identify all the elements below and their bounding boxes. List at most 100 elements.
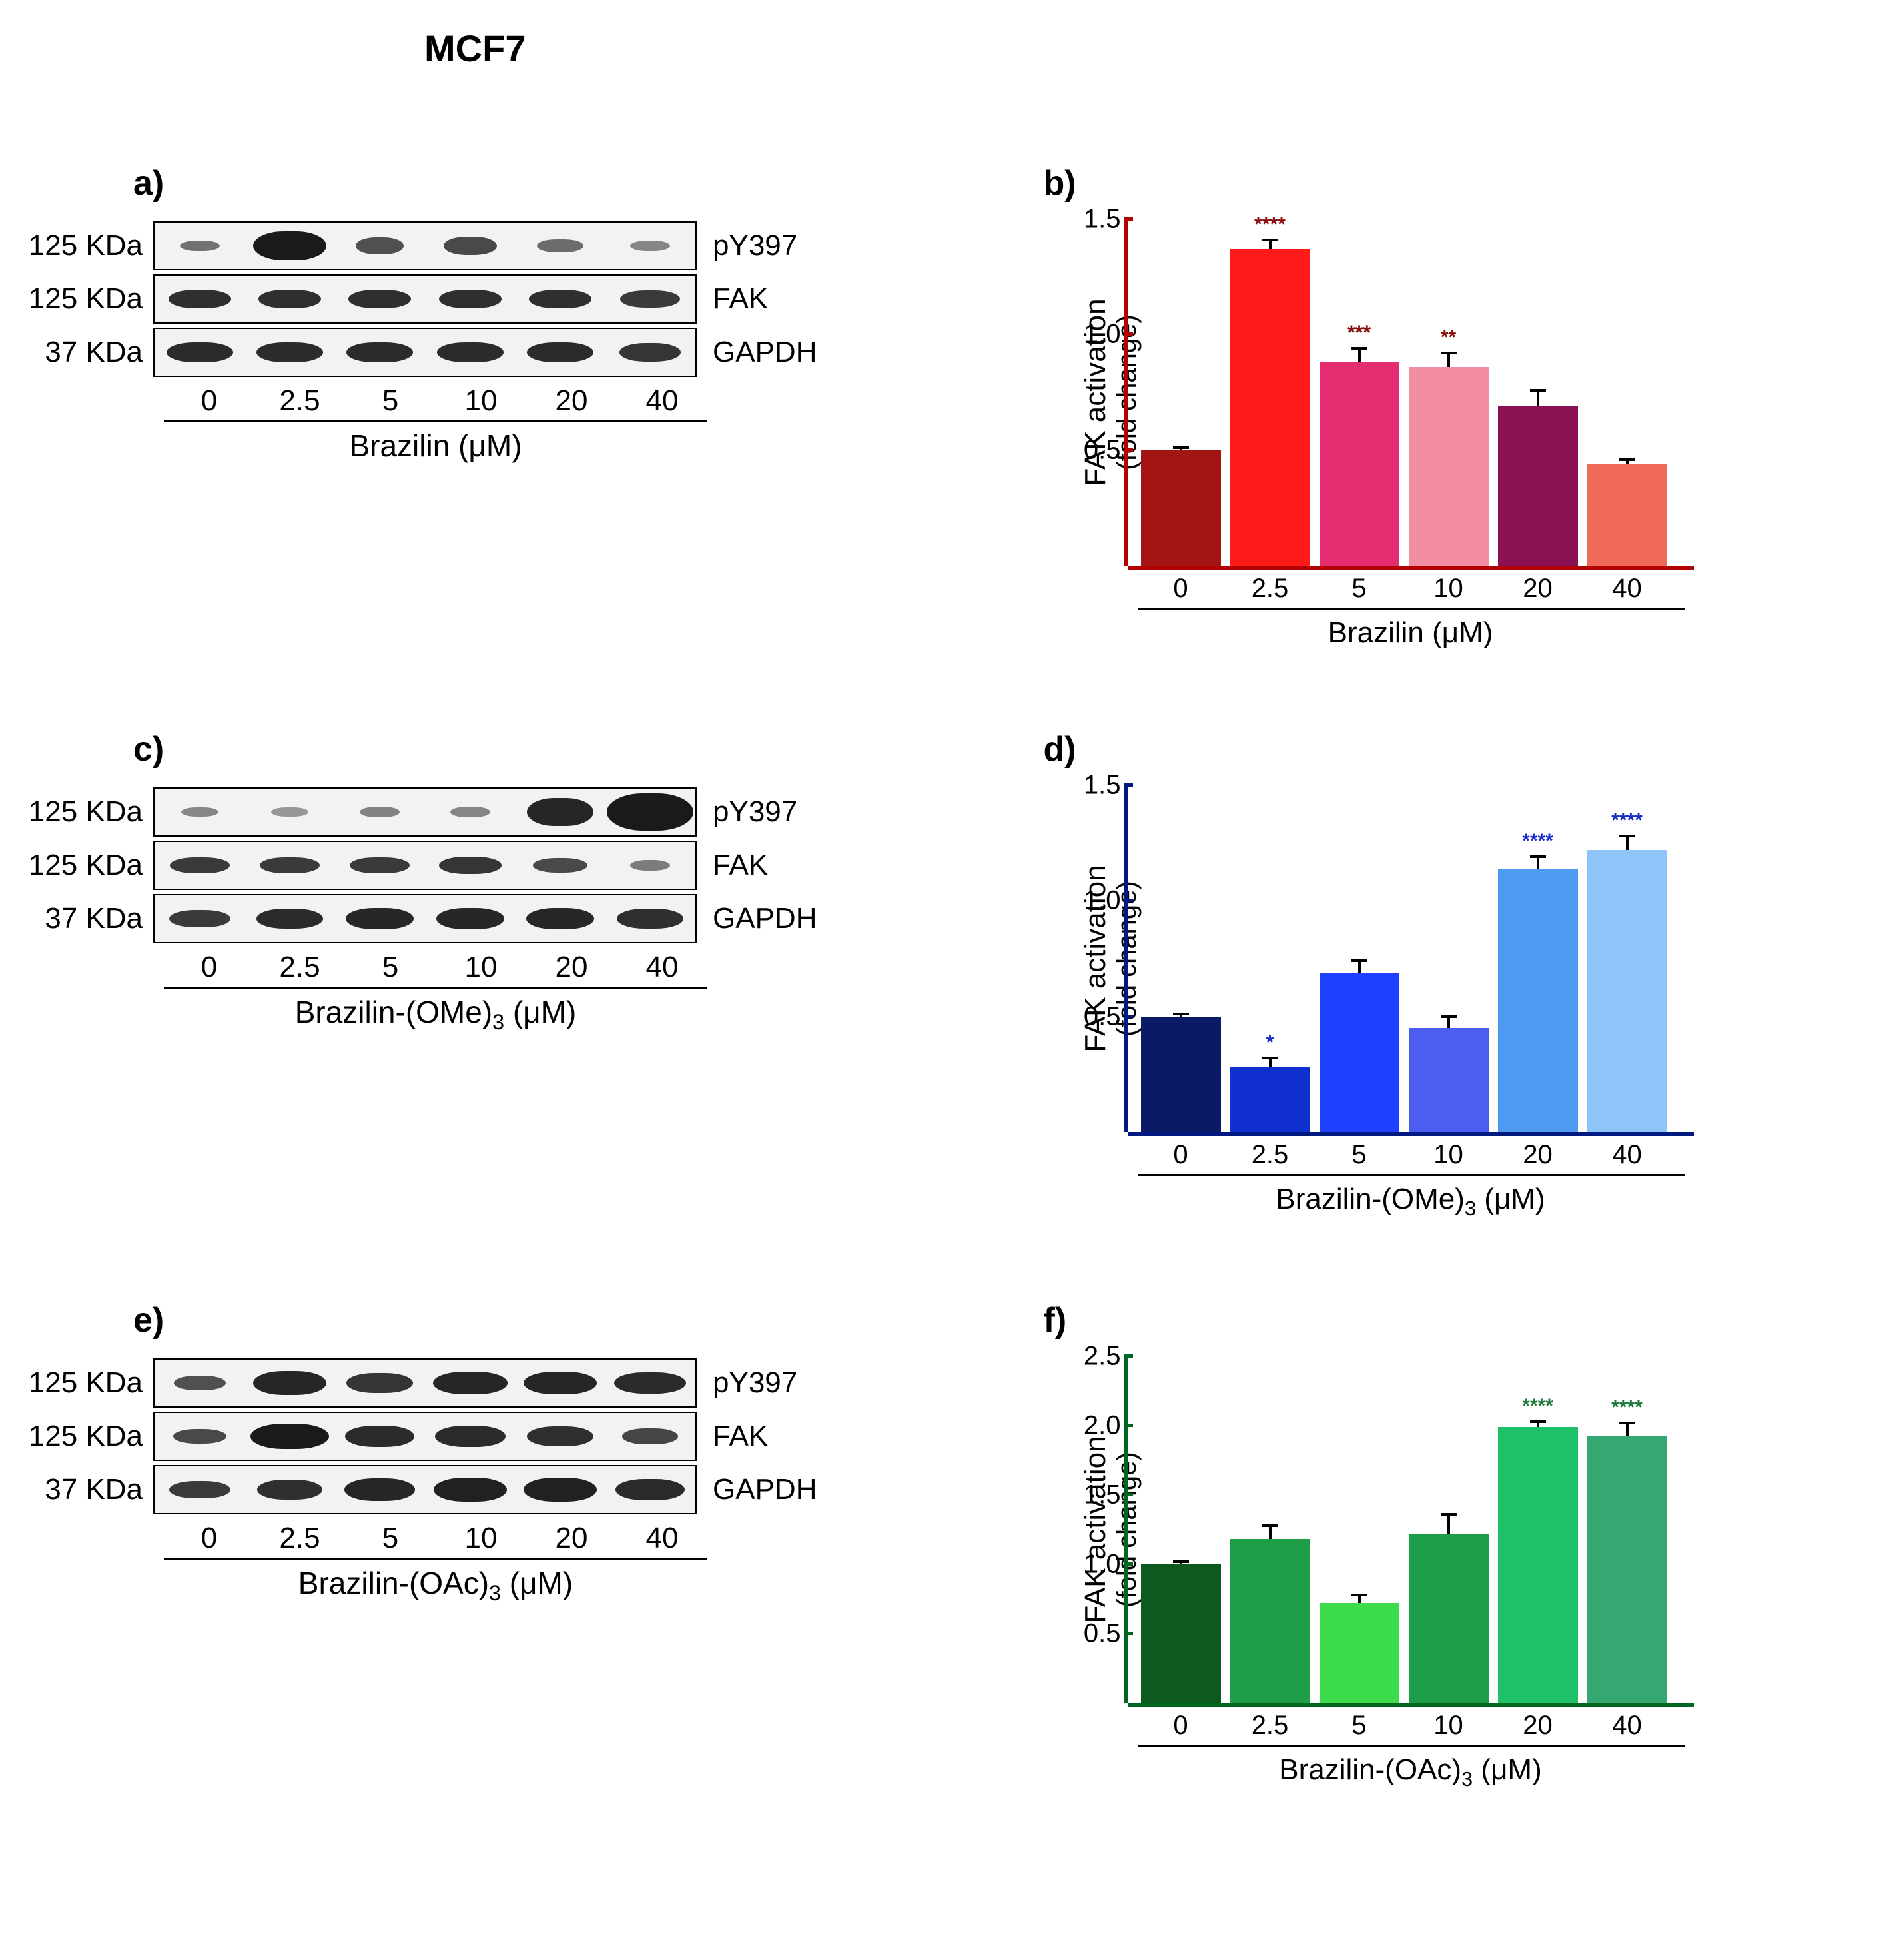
band [435,1426,506,1447]
protein-label: pY397 [697,1366,797,1400]
bar [1320,973,1399,1132]
bar [1587,850,1667,1132]
y-tick: 0.5 [1084,1001,1121,1031]
protein-label: FAK [697,1420,768,1453]
x-tick: 40 [1587,1711,1667,1741]
band [450,807,490,817]
bar [1320,362,1399,566]
bar [1320,1603,1399,1703]
kda-label: 125 KDa [27,849,153,882]
band [527,798,593,826]
band [174,1376,226,1390]
x-tick: 5 [1320,574,1399,604]
blot-strip [153,841,697,890]
significance-marker: * [1266,1031,1274,1054]
kda-label: 125 KDa [27,229,153,262]
band [346,342,413,362]
significance-marker: ** [1441,326,1456,349]
x-tick: 10 [436,1522,526,1555]
band [346,908,414,929]
band [437,342,504,362]
band [346,1373,413,1393]
band [169,290,231,308]
x-tick: 0 [164,951,254,984]
blot-strip [153,221,697,270]
bar [1230,1539,1310,1702]
band [356,237,404,254]
x-tick: 5 [345,1522,436,1555]
band [256,342,323,362]
x-tick: 2.5 [254,384,345,418]
band [619,343,681,362]
bar [1498,1427,1578,1703]
blot-strip [153,1412,697,1461]
band [170,857,230,873]
x-tick: 0 [1141,1140,1221,1170]
x-tick: 5 [1320,1140,1399,1170]
bar [1141,450,1221,566]
kda-label: 37 KDa [27,902,153,935]
band [614,1372,686,1394]
x-tick: 0 [164,384,254,418]
band [436,908,504,929]
protein-label: GAPDH [697,1473,817,1506]
x-tick: 20 [526,384,617,418]
band [527,342,593,362]
bar [1230,1067,1310,1132]
x-tick: 5 [345,384,436,418]
band [167,342,233,362]
band [434,1478,507,1502]
protein-label: GAPDH [697,902,817,935]
x-tick: 2.5 [1230,1711,1310,1741]
blot-strip [153,894,697,943]
x-tick: 0 [1141,574,1221,604]
bar [1498,869,1578,1132]
band [524,1372,597,1394]
x-axis-title: Brazilin-(OAc)3 (μM) [164,1565,707,1606]
y-tick: 1.0 [1084,1549,1121,1579]
bar [1587,1436,1667,1702]
band [607,793,693,831]
band [620,290,680,308]
x-tick: 0 [164,1522,254,1555]
blot-strip [153,1465,697,1514]
band [344,1478,415,1501]
band [253,231,326,260]
significance-marker: **** [1611,1396,1643,1419]
band [439,857,502,874]
protein-label: pY397 [697,229,797,262]
x-tick: 10 [436,951,526,984]
band [527,1426,593,1446]
y-tick: 1.5 [1084,771,1121,801]
kda-label: 37 KDa [27,336,153,369]
kda-label: 37 KDa [27,1473,153,1506]
band [173,1429,226,1444]
band [253,1371,326,1395]
x-tick: 40 [1587,574,1667,604]
band [348,290,411,308]
bar [1409,367,1489,566]
protein-label: pY397 [697,795,797,829]
band [537,239,583,252]
significance-marker: **** [1254,213,1286,236]
x-tick: 5 [345,951,436,984]
x-axis-title: Brazilin-(OMe)3 (μM) [1128,1183,1694,1221]
x-axis-title: Brazilin (μM) [164,428,707,464]
chart-panel-f: f)FAK activation(fold change)0.51.01.52.… [964,1300,1861,1791]
blot-panel-c: c)125 KDapY397125 KDaFAK37 KDaGAPDH02.55… [27,730,924,1221]
blot-strip [153,787,697,837]
x-axis-title: Brazilin-(OMe)3 (μM) [164,994,707,1035]
band [257,1480,322,1500]
y-tick: 1.0 [1084,320,1121,350]
y-tick: 1.5 [1084,205,1121,235]
significance-marker: *** [1347,322,1371,344]
panel-label: b) [1044,163,1861,203]
y-tick: 2.5 [1084,1341,1121,1371]
chart-panel-b: b)FAK activation(fold change)0.51.01.5**… [964,163,1861,650]
x-tick: 20 [526,1522,617,1555]
panel-label: f) [1044,1300,1861,1340]
band [169,910,230,927]
blot-strip [153,328,697,377]
x-tick: 2.5 [1230,574,1310,604]
x-tick: 20 [1498,1140,1578,1170]
